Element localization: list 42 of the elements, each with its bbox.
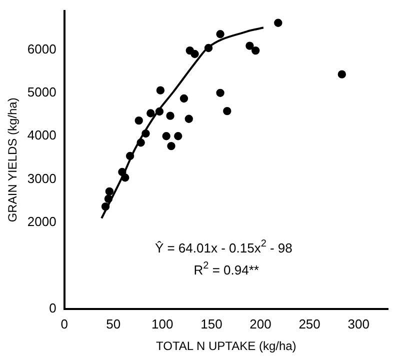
point xyxy=(134,116,143,125)
point xyxy=(216,88,224,98)
y-tick-label: 3000 xyxy=(27,170,56,186)
y-tick-label: 6000 xyxy=(27,41,56,56)
point xyxy=(121,174,130,182)
x-tick-label: 100 xyxy=(152,316,174,332)
x-tick-label: 150 xyxy=(200,316,222,332)
point xyxy=(167,142,176,150)
point xyxy=(274,18,282,27)
point xyxy=(105,187,114,196)
x-tick-label: 50 xyxy=(106,316,121,332)
point xyxy=(146,109,155,118)
point xyxy=(126,152,134,160)
point xyxy=(136,138,145,147)
x-axis-title: TOTAL N UPTAKE (kg/ha) xyxy=(156,339,296,354)
x-tick-label: 200 xyxy=(250,316,272,332)
x-tick-label: 300 xyxy=(348,316,370,332)
point xyxy=(166,112,174,120)
point xyxy=(162,132,170,140)
point xyxy=(180,94,188,103)
x-tick-label: 0 xyxy=(60,316,68,332)
point xyxy=(174,132,182,140)
point xyxy=(101,202,110,211)
y-tick-label: 2000 xyxy=(27,214,56,230)
point xyxy=(184,114,193,123)
point xyxy=(155,107,164,116)
point xyxy=(142,129,150,138)
point xyxy=(338,70,346,78)
point xyxy=(216,30,224,38)
point xyxy=(104,194,113,203)
x-tick-label: 250 xyxy=(298,316,320,332)
line-series xyxy=(100,26,264,220)
point xyxy=(204,44,213,52)
y-axis-title: GRAIN YIELDS (kg/ha) xyxy=(6,98,20,222)
y-tick-label: 5000 xyxy=(27,84,56,100)
y-tick-label: 4000 xyxy=(27,128,56,143)
y-tick-label: 0 xyxy=(49,300,56,316)
point xyxy=(251,46,260,55)
point xyxy=(156,86,165,94)
point xyxy=(246,42,254,50)
point xyxy=(190,50,199,58)
point xyxy=(223,106,232,116)
